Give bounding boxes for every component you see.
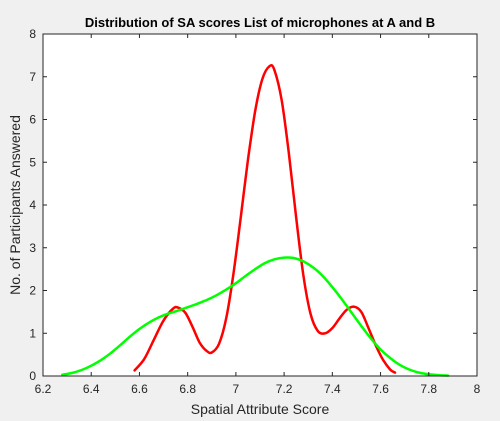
series-layer [61, 64, 450, 377]
x-tick-label: 6.4 [83, 382, 100, 396]
ticks-layer: 6.2 6.4 6.6 6.8 7 7.2 7.4 7.6 7.8 8 0 1 2 3 4 5 6 7 8 [29, 27, 480, 396]
x-tick-label: 7.2 [276, 382, 293, 396]
series-line-2 [61, 256, 450, 377]
y-tick-label: 4 [29, 198, 36, 212]
x-tick-label: 7.6 [372, 382, 389, 396]
y-tick-label: 1 [29, 326, 36, 340]
y-axis-label: No. of Participants Answered [7, 115, 23, 295]
y-tick-label: 8 [29, 27, 36, 41]
x-tick-label: 7.4 [324, 382, 341, 396]
y-tick-label: 0 [29, 369, 36, 383]
x-tick-label: 6.2 [35, 382, 52, 396]
y-tick-label: 2 [29, 284, 36, 298]
y-tick-label: 7 [29, 70, 36, 84]
chart-title: Distribution of SA scores List of microp… [85, 15, 435, 30]
y-tick-label: 5 [29, 155, 36, 169]
y-tick-label: 6 [29, 113, 36, 127]
x-tick-label: 6.8 [179, 382, 196, 396]
x-tick-label: 7 [233, 382, 240, 396]
x-tick-label: 7.8 [420, 382, 437, 396]
y-tick-label: 3 [29, 241, 36, 255]
x-tick-label: 8 [474, 382, 481, 396]
x-tick-label: 6.6 [131, 382, 148, 396]
series-line-1 [133, 64, 397, 374]
x-axis-label: Spatial Attribute Score [191, 401, 330, 417]
